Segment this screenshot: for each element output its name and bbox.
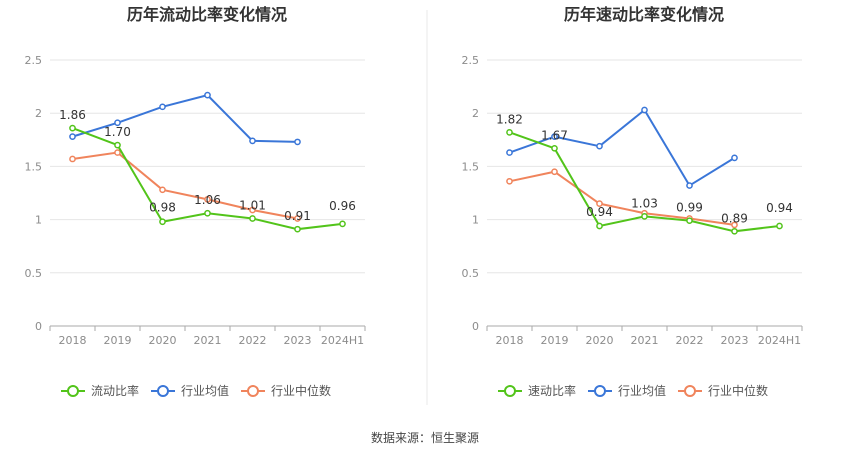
x-tick-label: 2023	[721, 334, 749, 347]
y-tick-label: 0	[35, 320, 42, 333]
x-tick-label: 2019	[541, 334, 569, 347]
series-line-3	[509, 170, 735, 226]
x-tick-label: 2018	[496, 334, 524, 347]
y-tick-label: 2.5	[25, 54, 43, 67]
series-line-2	[509, 108, 736, 187]
x-tick-label: 2021	[194, 334, 222, 347]
data-point	[641, 106, 648, 114]
data-point	[339, 220, 346, 228]
data-point	[551, 168, 558, 176]
y-tick-label: 2.5	[462, 54, 480, 67]
data-point	[159, 218, 166, 226]
data-point	[69, 124, 76, 132]
y-tick-label: 1	[35, 214, 42, 227]
legend-swatch-marker	[594, 385, 606, 397]
data-point	[294, 138, 301, 146]
data-label: 1.86	[59, 108, 86, 122]
data-label: 1.06	[194, 193, 221, 207]
x-tick-label: 2024H1	[321, 334, 364, 347]
data-point	[506, 177, 513, 185]
y-tick-label: 1.5	[25, 160, 43, 173]
chart-panel-2: 历年速动比率变化情况 0 0.5 1 1.5 2 2.5 2018 2019 2020 2021 20…	[462, 5, 803, 398]
legend-swatch-marker	[684, 385, 696, 397]
x-tick-label: 2020	[586, 334, 614, 347]
legend-swatch-marker	[504, 385, 516, 397]
data-label: 0.98	[149, 201, 176, 215]
data-point	[204, 209, 211, 217]
data-point	[159, 186, 166, 194]
data-point	[731, 154, 738, 162]
data-point	[686, 217, 693, 225]
legend-swatch-marker	[247, 385, 259, 397]
y-tick-label: 1	[472, 214, 479, 227]
data-point	[641, 213, 648, 220]
x-tick-label: 2023	[284, 334, 312, 347]
data-point	[69, 133, 76, 140]
data-label: 0.94	[766, 201, 793, 215]
x-tick-label: 2020	[149, 334, 177, 347]
data-point	[551, 144, 558, 152]
legend-label: 行业中位数	[271, 383, 331, 398]
legend-label: 行业均值	[618, 383, 666, 398]
y-tick-label: 0.5	[462, 267, 480, 280]
data-point	[114, 149, 121, 156]
x-tick-label: 2024H1	[758, 334, 801, 347]
data-point	[114, 119, 121, 127]
series-line-2	[72, 93, 298, 143]
data-point	[596, 222, 603, 230]
x-tick-label: 2022	[239, 334, 267, 347]
legend-label: 行业均值	[181, 383, 229, 398]
legend-label: 流动比率	[91, 383, 139, 398]
data-point	[731, 227, 738, 235]
data-label: 1.03	[631, 196, 658, 210]
y-tick-label: 2	[472, 107, 479, 120]
data-point	[294, 215, 301, 222]
data-point	[294, 225, 301, 233]
data-point	[159, 103, 166, 111]
data-point	[731, 221, 738, 229]
data-point	[204, 196, 211, 203]
data-point	[249, 137, 256, 145]
data-point	[114, 141, 121, 149]
data-point	[249, 215, 256, 222]
y-tick-label: 1.5	[462, 160, 480, 173]
data-point	[551, 133, 558, 140]
data-point	[596, 142, 603, 150]
x-tick-label: 2021	[631, 334, 659, 347]
data-point	[249, 206, 256, 214]
data-label: 1.01	[239, 199, 266, 213]
legend-swatch-marker	[157, 385, 169, 397]
data-label: 1.70	[104, 125, 131, 139]
x-tick-label: 2022	[676, 334, 704, 347]
legend-label: 行业中位数	[708, 383, 768, 398]
y-tick-label: 0.5	[25, 267, 43, 280]
data-label: 0.89	[721, 211, 748, 225]
data-point	[686, 182, 693, 189]
data-point	[776, 222, 783, 230]
data-point	[69, 155, 76, 163]
data-point	[596, 200, 603, 207]
y-tick-label: 2	[35, 107, 42, 120]
y-tick-label: 0	[472, 320, 479, 333]
data-label: 0.96	[329, 199, 356, 213]
x-tick-label: 2019	[104, 334, 132, 347]
data-label: 1.82	[496, 112, 523, 126]
series-line-3	[72, 151, 298, 220]
legend-label: 速动比率	[528, 383, 576, 398]
legend-swatch-marker	[67, 385, 79, 397]
x-tick-label: 2018	[59, 334, 87, 347]
data-point	[204, 91, 211, 99]
chart-title: 历年速动比率变化情况	[564, 5, 724, 24]
data-label: 1.67	[541, 128, 568, 142]
data-point	[506, 129, 513, 136]
data-label: 0.94	[586, 205, 613, 219]
chart-panel-1: 历年流动比率变化情况 0 0.5 1 1.5 2 2.5 2018 2019 2020 2021 20…	[25, 5, 366, 398]
data-label: 0.91	[284, 209, 311, 223]
chart-title: 历年流动比率变化情况	[127, 5, 287, 24]
source-note: 数据来源：恒生聚源	[370, 431, 479, 445]
data-point	[506, 149, 513, 156]
data-label: 0.99	[676, 201, 703, 215]
